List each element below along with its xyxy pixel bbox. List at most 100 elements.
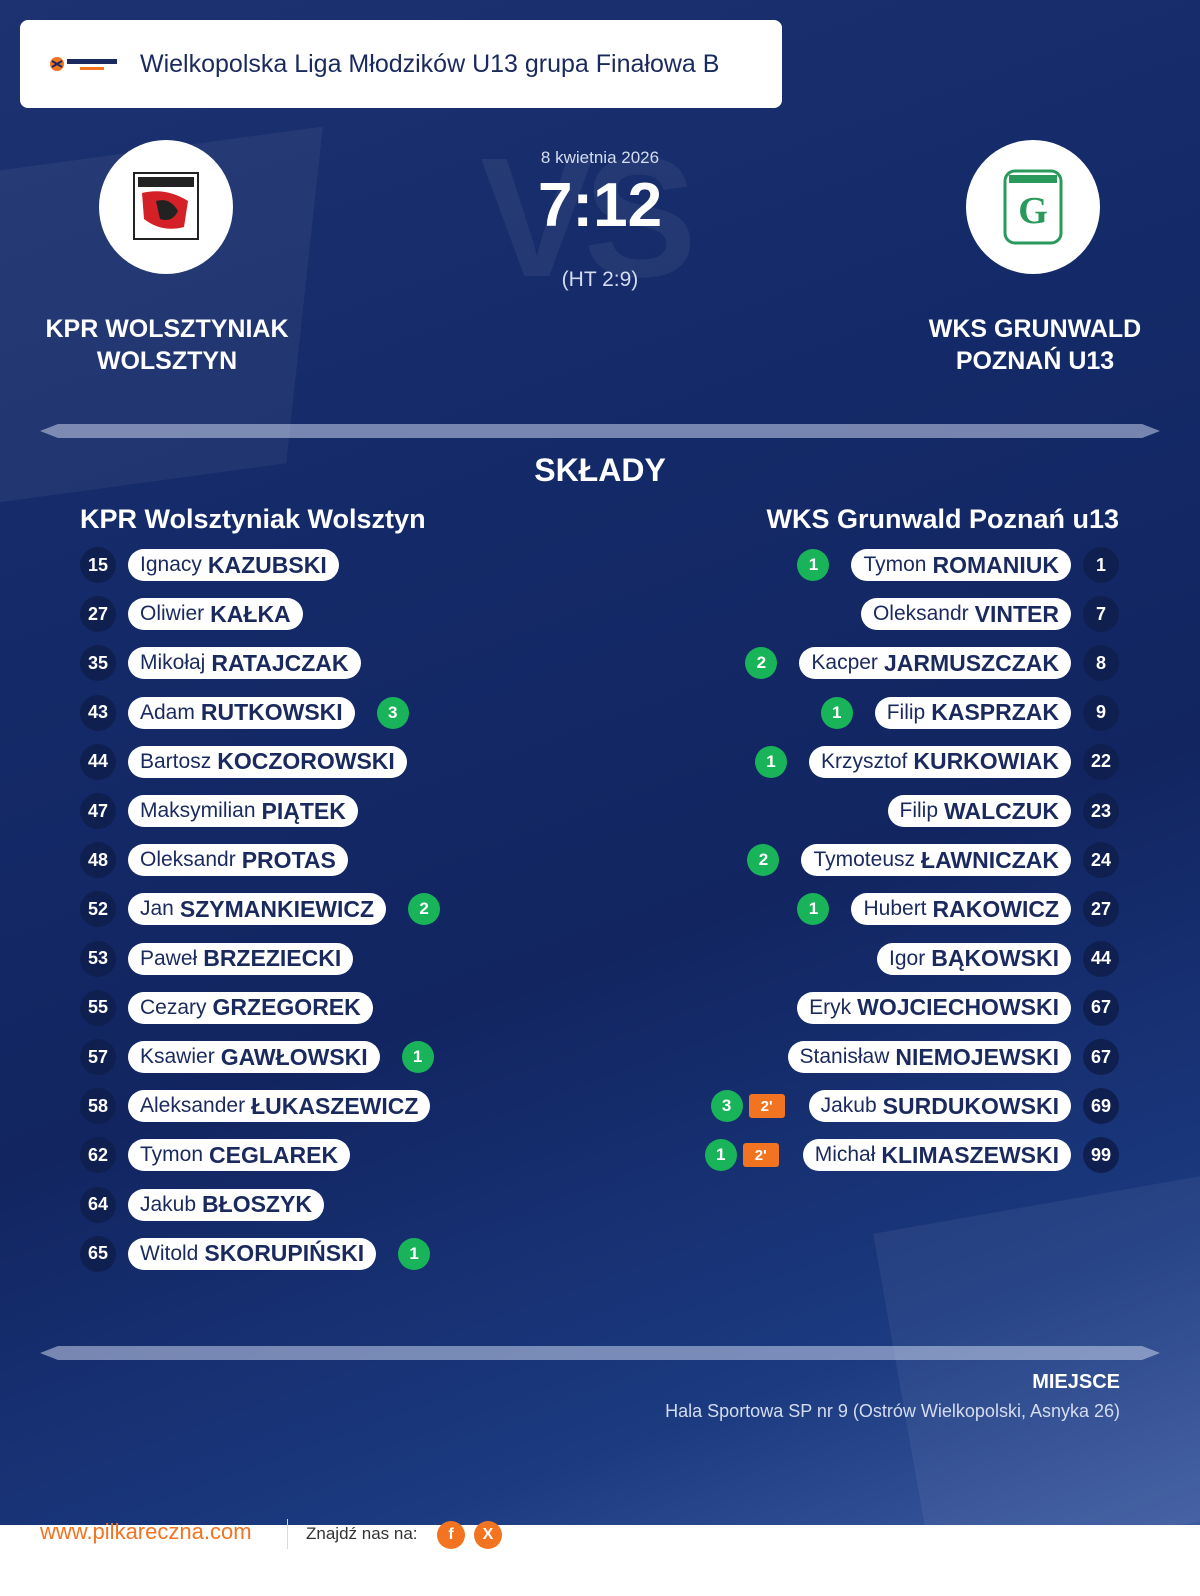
svg-text:G: G: [1018, 190, 1048, 232]
player-row: 65 Witold SKORUPIŃSKI 1: [80, 1235, 431, 1272]
player-number: 99: [1083, 1137, 1119, 1174]
player-last-name: CEGLAREK: [209, 1141, 339, 1168]
player-last-name: GRZEGOREK: [212, 994, 361, 1021]
player-number: 44: [1083, 940, 1119, 977]
player-first-name: Adam: [140, 700, 195, 724]
away-team-logo[interactable]: G: [966, 140, 1100, 274]
grunwald-crest-icon: G: [1003, 169, 1063, 245]
player-last-name: PROTAS: [241, 846, 336, 873]
player-row: 8 Kacper JARMUSZCZAK 2: [745, 645, 1119, 682]
x-icon[interactable]: X: [474, 1521, 502, 1549]
player-first-name: Hubert: [863, 897, 927, 921]
player-first-name: Jan: [140, 897, 174, 921]
player-name[interactable]: Aleksander ŁUKASZEWICZ: [128, 1090, 431, 1123]
player-row: 52 Jan SZYMANKIEWICZ 2: [80, 891, 441, 928]
player-number: 7: [1083, 596, 1119, 633]
player-name[interactable]: Filip WALCZUK: [887, 795, 1071, 827]
player-number: 24: [1083, 842, 1119, 879]
site-link[interactable]: www.pilkareczna.com: [40, 1519, 252, 1544]
player-row: 53 Paweł BRZEZIECKI: [80, 940, 354, 977]
player-first-name: Krzysztof: [820, 749, 908, 773]
player-name[interactable]: Krzysztof KURKOWIAK: [808, 745, 1071, 778]
player-last-name: KAŁKA: [210, 600, 291, 627]
player-name[interactable]: Maksymilian PIĄTEK: [128, 795, 358, 827]
player-first-name: Filip: [899, 799, 939, 822]
player-name[interactable]: Oliwier KAŁKA: [128, 598, 303, 631]
player-number: 55: [80, 989, 116, 1026]
player-first-name: Filip: [886, 700, 926, 724]
player-name[interactable]: Paweł BRZEZIECKI: [128, 942, 354, 975]
player-row: 22 Krzysztof KURKOWIAK 1: [754, 743, 1119, 780]
player-name[interactable]: Tymon CEGLAREK: [128, 1139, 351, 1172]
divider: [40, 424, 1160, 438]
player-name[interactable]: Bartosz KOCZOROWSKI: [128, 745, 407, 778]
player-last-name: KAZUBSKI: [207, 551, 327, 578]
player-number: 53: [80, 940, 116, 977]
player-last-name: WOJCIECHOWSKI: [857, 994, 1059, 1021]
player-name[interactable]: Hubert RAKOWICZ: [851, 893, 1071, 926]
player-name[interactable]: Tymoteusz ŁAWNICZAK: [801, 844, 1071, 877]
vs-background-text: VS: [480, 123, 697, 313]
player-number: 65: [80, 1235, 116, 1272]
player-name[interactable]: Witold SKORUPIŃSKI: [128, 1237, 377, 1270]
venue-label: MIEJSCE: [1032, 1371, 1120, 1393]
player-row: 1 Tymon ROMANIUK 1: [797, 547, 1119, 583]
home-team-name: KPR WOLSZTYNIAK WOLSZTYN: [2, 313, 332, 377]
player-first-name: Bartosz: [140, 749, 212, 773]
player-name[interactable]: Oleksandr VINTER: [860, 598, 1071, 631]
player-name[interactable]: Eryk WOJCIECHOWSKI: [797, 991, 1071, 1024]
player-name[interactable]: Igor BĄKOWSKI: [877, 942, 1071, 975]
player-name[interactable]: Michał KLIMASZEWSKI: [802, 1139, 1071, 1172]
player-name[interactable]: Jan SZYMANKIEWICZ: [128, 893, 387, 926]
player-first-name: Ksawier: [140, 1045, 215, 1068]
player-first-name: Jakub: [140, 1192, 197, 1216]
goals-badge: 1: [797, 549, 830, 581]
league-title: Wielkopolska Liga Młodzików U13 grupa Fi…: [140, 50, 720, 78]
player-last-name: KOCZOROWSKI: [217, 748, 395, 775]
halftime-score: (HT 2:9): [561, 268, 639, 291]
player-name[interactable]: Kacper JARMUSZCZAK: [799, 647, 1071, 680]
player-name[interactable]: Cezary GRZEGOREK: [128, 991, 373, 1024]
player-first-name: Cezary: [140, 995, 207, 1019]
player-name[interactable]: Ksawier GAWŁOWSKI: [128, 1041, 380, 1073]
player-last-name: RUTKOWSKI: [200, 699, 343, 726]
player-last-name: WALCZUK: [944, 797, 1059, 824]
goals-badge: 3: [376, 696, 409, 729]
player-first-name: Mikołaj: [140, 651, 206, 675]
player-row: 67 Stanisław NIEMOJEWSKI: [787, 1039, 1119, 1075]
player-row: 64 Jakub BŁOSZYK: [80, 1186, 324, 1223]
player-row: 27 Oliwier KAŁKA: [80, 596, 303, 633]
goals-badge: 2: [745, 647, 778, 680]
player-row: 23 Filip WALCZUK: [887, 793, 1119, 829]
footer: [0, 1525, 1200, 1596]
player-name[interactable]: Ignacy KAZUBSKI: [128, 549, 339, 581]
player-number: 58: [80, 1088, 116, 1125]
away-roster-title: WKS Grunwald Poznań u13: [766, 504, 1119, 534]
player-row: 15 Ignacy KAZUBSKI: [80, 547, 339, 583]
player-name[interactable]: Jakub SURDUKOWSKI: [808, 1090, 1071, 1123]
player-number: 64: [80, 1186, 116, 1223]
player-number: 23: [1083, 793, 1119, 829]
player-name[interactable]: Oleksandr PROTAS: [128, 844, 348, 877]
player-name[interactable]: Stanisław NIEMOJEWSKI: [787, 1041, 1071, 1073]
player-row: 67 Eryk WOJCIECHOWSKI: [797, 989, 1119, 1026]
player-name[interactable]: Tymon ROMANIUK: [851, 549, 1071, 581]
player-last-name: ROMANIUK: [932, 551, 1060, 578]
player-last-name: ŁAWNICZAK: [921, 846, 1059, 873]
player-row: 99 Michał KLIMASZEWSKI 2' 1: [704, 1137, 1119, 1174]
player-last-name: RAKOWICZ: [932, 895, 1059, 922]
home-team-logo[interactable]: [99, 140, 233, 274]
player-name[interactable]: Filip KASPRZAK: [874, 696, 1071, 729]
goals-badge: 1: [797, 893, 830, 926]
player-row: 47 Maksymilian PIĄTEK: [80, 793, 358, 829]
lineups-title: SKŁADY: [534, 452, 666, 488]
player-name[interactable]: Adam RUTKOWSKI: [128, 696, 355, 729]
facebook-icon[interactable]: f: [437, 1521, 465, 1549]
player-last-name: SKORUPIŃSKI: [204, 1240, 365, 1267]
player-last-name: SURDUKOWSKI: [882, 1092, 1059, 1119]
home-team-name-line2: WOLSZTYN: [96, 347, 238, 375]
player-name[interactable]: Mikołaj RATAJCZAK: [128, 647, 361, 680]
player-name[interactable]: Jakub BŁOSZYK: [128, 1188, 324, 1221]
goals-badge: 1: [820, 696, 853, 729]
player-first-name: Maksymilian: [140, 799, 256, 822]
